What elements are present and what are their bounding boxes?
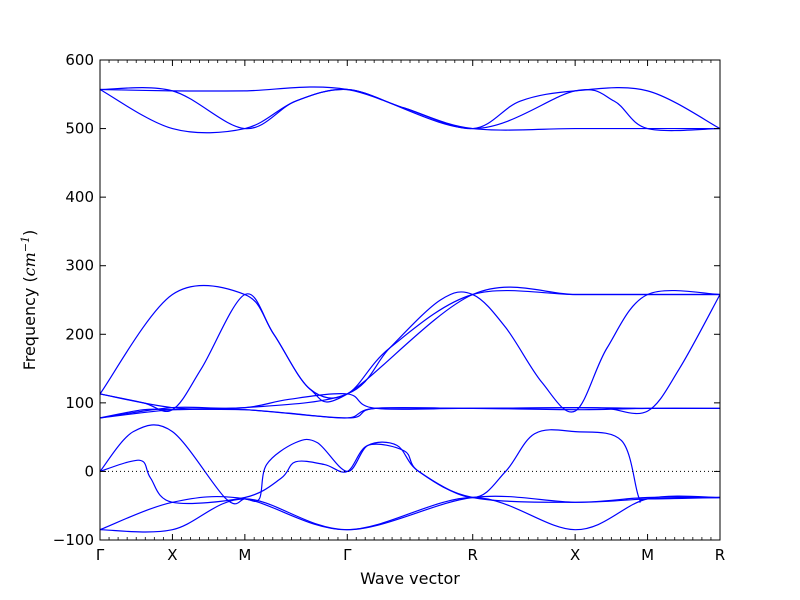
y-tick-label: −100 xyxy=(53,531,94,549)
x-tick-label: R xyxy=(468,546,478,564)
y-tick-label: 200 xyxy=(65,325,94,343)
band-curve-1 xyxy=(99,495,721,533)
x-tick-label: M xyxy=(238,546,251,564)
y-axis-label: Frequency (cm−1) xyxy=(19,230,39,371)
x-tick-label: R xyxy=(715,546,725,564)
x-tick-label: X xyxy=(570,546,580,564)
y-axis-label-close: ) xyxy=(20,230,39,236)
y-tick-label: 300 xyxy=(65,257,94,275)
y-tick-label: 500 xyxy=(65,120,94,138)
y-axis-ticks: −100 0 100 200 300 400 500 600 xyxy=(53,51,720,549)
y-tick-label: 600 xyxy=(65,51,94,69)
band-curve-9 xyxy=(99,393,721,419)
band-curve-4 xyxy=(99,443,721,505)
band-curve-10 xyxy=(99,393,721,419)
band-curve-2 xyxy=(99,495,721,531)
x-tick-label: X xyxy=(167,546,177,564)
band-curve-12 xyxy=(99,87,721,130)
y-tick-label: 100 xyxy=(65,394,94,412)
x-tick-label: Γ xyxy=(343,546,352,564)
y-tick-label: 0 xyxy=(84,462,94,480)
band-curve-13 xyxy=(99,86,721,132)
x-tick-label: Γ xyxy=(96,546,105,564)
y-tick-label: 400 xyxy=(65,188,94,206)
curves-layer xyxy=(99,86,721,533)
x-tick-label: M xyxy=(641,546,654,564)
y-axis-label-exponent: −1 xyxy=(19,236,32,252)
y-axis-label-text: Frequency ( xyxy=(20,276,39,370)
x-axis-label: Wave vector xyxy=(360,569,460,588)
y-axis-label-unit: cm xyxy=(20,252,39,276)
